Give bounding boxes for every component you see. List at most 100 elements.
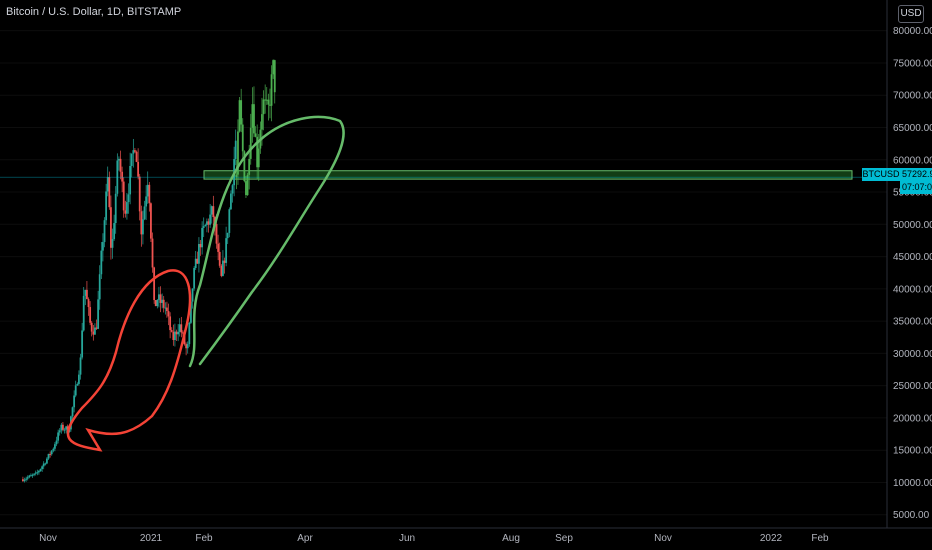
y-tick-label: 75000.00	[893, 58, 932, 69]
y-tick-label: 80000.00	[893, 26, 932, 37]
candle-body	[273, 60, 276, 93]
candle-body	[170, 330, 173, 332]
candle-body	[201, 227, 204, 248]
candle-body	[60, 424, 63, 431]
x-axis: Nov 2021 Feb Apr Jun Aug Sep Nov 2022 Feb	[39, 533, 829, 544]
x-tick-label: Feb	[811, 533, 829, 544]
candle-body	[54, 444, 56, 449]
y-tick-label: 25000.00	[893, 381, 932, 392]
candle-body	[36, 472, 39, 474]
candle-body	[38, 470, 40, 473]
candle-body	[92, 331, 95, 335]
candle-body	[270, 74, 273, 106]
candle-body	[76, 383, 79, 386]
candle-body	[190, 301, 192, 323]
candle-body	[202, 226, 205, 228]
candle-body	[142, 219, 144, 235]
resistance-zone[interactable]	[203, 170, 853, 180]
candle-body	[191, 288, 194, 302]
candle-body	[249, 127, 252, 159]
candle-body	[162, 299, 165, 308]
candle-body	[231, 185, 234, 194]
candle-body	[73, 395, 76, 408]
candle-body	[42, 463, 45, 467]
candle-body	[166, 307, 168, 312]
candle-body	[161, 299, 164, 303]
y-tick-label: 60000.00	[893, 155, 932, 166]
x-tick-label: Sep	[555, 533, 573, 544]
candle-body	[256, 136, 259, 168]
candle-body	[108, 177, 111, 208]
candle-body	[33, 473, 36, 475]
candle-body	[196, 258, 199, 264]
candle-body	[251, 104, 254, 128]
candle-body	[206, 221, 208, 225]
candle-body	[103, 220, 106, 243]
candle-body	[106, 177, 109, 192]
candle-body	[143, 206, 146, 220]
candle-body	[228, 209, 231, 233]
price-tag-value: 57292.95	[900, 168, 932, 181]
candle-body	[182, 332, 184, 334]
candle-body	[262, 99, 265, 115]
candle-body	[97, 299, 100, 329]
resistance-zone-box[interactable]	[203, 170, 853, 180]
candle-body	[26, 477, 29, 479]
candle-body	[148, 184, 151, 204]
candle-body	[151, 238, 154, 268]
candle-body	[175, 331, 178, 335]
candle-body	[114, 193, 117, 224]
x-tick-label: Feb	[195, 533, 213, 544]
candle-body	[217, 243, 220, 252]
candle-body	[199, 243, 202, 248]
candle-body	[210, 206, 213, 215]
candle-body	[169, 316, 172, 331]
candle-body	[82, 295, 85, 331]
candle-body	[31, 474, 34, 476]
candle-body	[178, 324, 181, 332]
y-tick-label: 5000.00	[893, 510, 930, 521]
candle-body	[265, 99, 268, 101]
candle-body	[110, 207, 112, 248]
candle-body	[253, 104, 255, 134]
y-tick-label: 15000.00	[893, 446, 932, 457]
price-tag-countdown: 07:07:03	[900, 181, 932, 194]
y-tick-label: 30000.00	[893, 349, 932, 360]
candle-body	[154, 300, 157, 307]
candle-body	[111, 239, 114, 248]
candle-body	[89, 307, 92, 323]
candle-body	[188, 322, 191, 345]
candle-body	[62, 424, 64, 430]
candle-body	[41, 466, 44, 469]
x-tick-label: 2021	[140, 533, 163, 544]
y-axis-panel[interactable]	[887, 0, 932, 528]
candle-body	[95, 327, 98, 329]
candle-body	[248, 158, 251, 175]
candle-body	[34, 472, 37, 474]
candle-body	[230, 193, 232, 210]
x-tick-label: Apr	[297, 533, 313, 544]
candle-body	[130, 153, 133, 166]
candle-body	[245, 181, 247, 196]
candle-body	[218, 251, 221, 266]
candle-body	[146, 184, 149, 197]
currency-button[interactable]: USD	[898, 5, 924, 23]
candle-body	[164, 307, 167, 309]
candle-body	[207, 221, 210, 225]
candle-body	[267, 99, 270, 105]
candle-body	[225, 238, 228, 263]
candle-body	[261, 114, 263, 130]
candle-body	[209, 214, 212, 225]
candle-body	[186, 344, 189, 349]
candle-body	[241, 124, 244, 152]
green-ellipse-annotation	[188, 115, 345, 368]
y-tick-label: 10000.00	[893, 478, 932, 489]
candle-body	[129, 165, 132, 195]
candle-body	[124, 210, 127, 214]
candle-body	[180, 324, 183, 333]
candle-body	[254, 133, 257, 137]
candle-body	[47, 453, 50, 459]
candle-body	[194, 258, 197, 268]
